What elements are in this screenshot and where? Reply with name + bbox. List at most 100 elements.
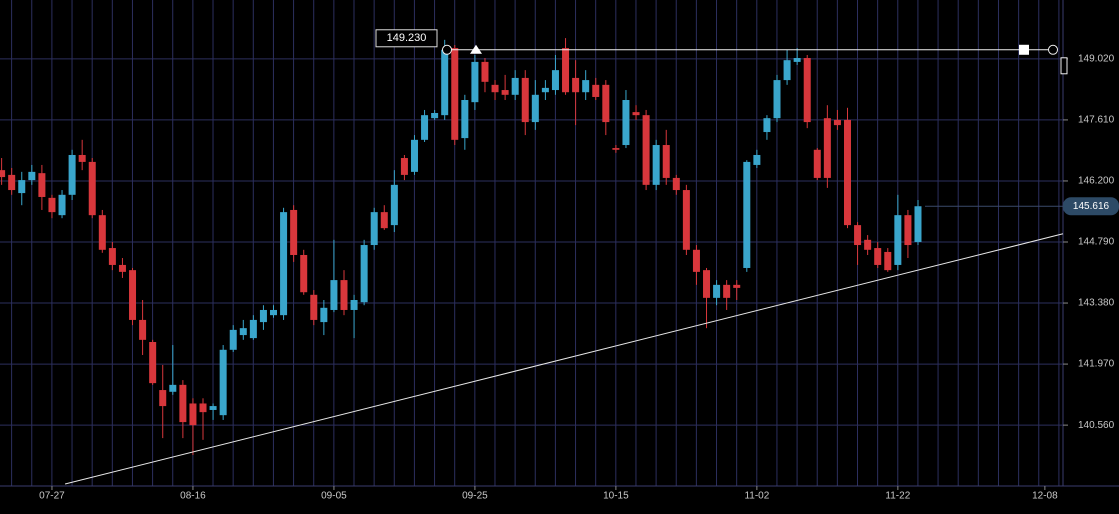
candle-body <box>803 58 811 123</box>
candle-body <box>421 115 429 140</box>
line-handle <box>1048 44 1058 55</box>
candle-body <box>723 284 731 298</box>
candle-body <box>703 270 711 298</box>
candle-body <box>753 154 761 165</box>
y-tick-label: 149.020 <box>1078 54 1115 65</box>
y-tick-label: 141.970 <box>1078 359 1115 370</box>
x-tick-label: 09-25 <box>462 491 488 502</box>
y-tick-label: 146.200 <box>1078 176 1115 187</box>
candle-body <box>431 112 439 119</box>
candle-body <box>58 194 66 216</box>
candle-body <box>763 118 771 133</box>
candle-body <box>894 215 902 265</box>
x-tick-label: 10-15 <box>603 491 629 502</box>
candle-body <box>320 307 328 323</box>
candle-body <box>280 212 288 316</box>
candle-body <box>330 280 338 310</box>
candle-body <box>551 70 559 91</box>
line-handle <box>442 44 452 55</box>
candle-body <box>159 390 167 407</box>
last-price-label: 145.616 <box>1073 201 1110 212</box>
candle-body <box>390 184 398 226</box>
candle-body <box>884 251 892 271</box>
y-tick-label: 143.380 <box>1078 298 1115 309</box>
candle-body <box>179 384 187 423</box>
candle-body <box>773 80 781 119</box>
candle-body <box>290 209 298 255</box>
x-tick-label: 11-22 <box>885 491 910 502</box>
candle-body <box>682 190 690 250</box>
candle-body <box>270 309 278 316</box>
candle-body <box>219 349 227 416</box>
candle-body <box>68 154 76 195</box>
line-edge-box <box>1060 57 1068 75</box>
candle-body <box>78 154 86 162</box>
candle-body <box>743 161 751 268</box>
candle-body <box>904 215 912 246</box>
candle-body <box>129 270 137 320</box>
candle-body <box>632 112 640 116</box>
candle-body <box>833 119 841 126</box>
x-tick-label: 12-08 <box>1032 491 1058 502</box>
candle-body <box>300 254 308 293</box>
candle-body <box>854 225 862 246</box>
candle-body <box>914 206 922 242</box>
candle-body <box>662 145 670 178</box>
candle-body <box>149 342 157 384</box>
candle-body <box>612 148 620 150</box>
candle-body <box>642 115 650 185</box>
candle-body <box>823 118 831 178</box>
candle-body <box>541 87 549 93</box>
trendline <box>64 233 1064 485</box>
candle-body <box>98 215 106 250</box>
candle-body <box>471 61 479 103</box>
candle-body <box>572 77 580 93</box>
candle-body <box>0 170 6 178</box>
candle-body <box>783 60 791 81</box>
candle-body <box>8 174 16 191</box>
candle-body <box>410 139 418 172</box>
price-label-box <box>375 29 438 48</box>
candle-body <box>491 84 499 93</box>
x-tick-label: 09-05 <box>321 491 347 502</box>
candle-body <box>249 319 257 339</box>
candle-body <box>562 48 570 93</box>
candle-body <box>713 284 721 298</box>
candle-body <box>602 84 610 123</box>
candle-body <box>451 48 459 140</box>
candle-body <box>118 264 126 272</box>
candle-body <box>139 319 147 340</box>
candle-body <box>400 158 408 175</box>
candle-body <box>18 180 26 194</box>
candle-body <box>441 49 449 116</box>
last-price-tag <box>1063 197 1119 216</box>
line-marker <box>1019 44 1029 55</box>
candle-body <box>843 119 851 226</box>
candle-body <box>813 149 821 178</box>
candle-body <box>874 248 882 265</box>
candle-body <box>531 94 539 123</box>
candle-body <box>199 403 207 413</box>
candle-body <box>481 61 489 82</box>
candle-body <box>239 328 247 336</box>
candle-body <box>340 280 348 310</box>
candle-body <box>733 284 741 288</box>
candle-body <box>521 77 529 123</box>
candle-body <box>622 100 630 146</box>
candle-body <box>511 77 519 95</box>
candle-body <box>672 177 680 191</box>
y-tick-label: 140.560 <box>1078 420 1115 431</box>
candle-body <box>108 248 116 265</box>
vertical-grid <box>11 0 1060 486</box>
candle-body <box>48 197 56 213</box>
candle-body <box>582 80 590 93</box>
candle-body <box>209 406 217 410</box>
price-label: 149.230 <box>387 32 427 44</box>
candle-body <box>793 58 801 62</box>
candle-body <box>501 90 509 95</box>
candle-body <box>229 329 237 350</box>
candle-body <box>461 100 469 139</box>
candle-body <box>360 245 368 303</box>
